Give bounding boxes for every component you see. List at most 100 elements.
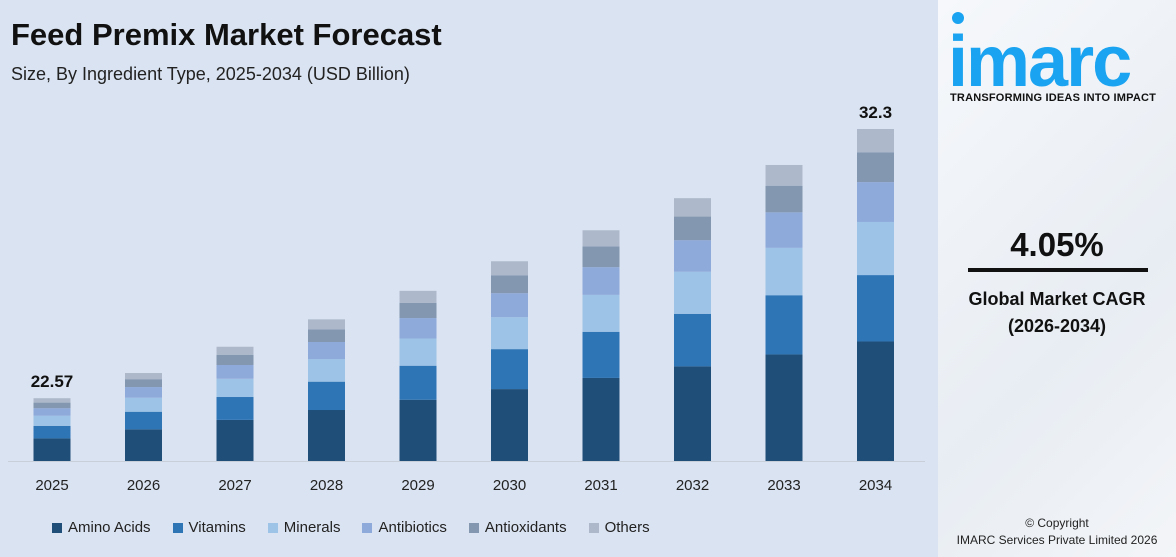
legend-swatch — [52, 522, 62, 533]
legend-item: Antibiotics — [362, 519, 447, 536]
imarc-logo: imarc — [948, 12, 1132, 93]
chart-panel: Feed Premix Market Forecast Size, By Ing… — [8, 17, 925, 536]
legend-label: Vitamins — [188, 519, 246, 536]
x-tick-label: 2030 — [493, 477, 526, 494]
bar-segment-antioxidants — [857, 152, 894, 183]
bar-segment-amino-acids — [33, 438, 71, 461]
bar-segment-amino-acids — [765, 354, 803, 461]
legend: Amino Acids Vitamins Minerals Antibiotics An… — [52, 519, 672, 536]
bar-segment-antioxidants — [674, 216, 711, 241]
bar-segment-antibiotics — [33, 408, 71, 416]
bar-segment-minerals — [674, 271, 711, 314]
stacked-bar-chart: 2025 22.57 2026 2027 2028 2029 2030 2031 2032 203… — [8, 103, 925, 494]
legend-label: Antioxidants — [484, 519, 567, 536]
bar-segment-minerals — [491, 317, 528, 350]
bar-segment-antibiotics — [308, 342, 345, 360]
bar-segment-others — [765, 164, 803, 186]
bar-segment-antioxidants — [125, 379, 162, 388]
divider — [968, 268, 1148, 272]
legend-label: Others — [604, 519, 650, 536]
bar-segment-others — [308, 319, 345, 330]
bar-segment-minerals — [582, 294, 620, 332]
bar-segment-antibiotics — [674, 240, 711, 272]
x-tick-label: 2034 — [859, 477, 892, 494]
bar-segment-antibiotics — [582, 267, 620, 295]
bar-segment-minerals — [125, 397, 162, 412]
legend-swatch — [588, 522, 599, 533]
bar-segment-amino-acids — [308, 410, 345, 461]
bar-segment-antioxidants — [399, 302, 437, 319]
bar-segment-minerals — [308, 359, 345, 382]
x-tick-label: 2028 — [310, 477, 343, 494]
x-tick-label: 2027 — [218, 477, 251, 494]
bar-segment-vitamins — [491, 349, 528, 390]
bar-segment-antioxidants — [33, 402, 71, 409]
bar-segment-vitamins — [308, 381, 345, 411]
bar-segment-minerals — [399, 338, 437, 366]
x-tick-label: 2026 — [127, 477, 160, 494]
bar-segment-vitamins — [125, 411, 162, 430]
legend-item: Minerals — [267, 519, 341, 536]
bar-segment-minerals — [765, 247, 803, 296]
legend-item: Antioxidants — [468, 519, 567, 536]
bar-segment-minerals — [216, 378, 254, 398]
bar-segment-amino-acids — [125, 429, 162, 461]
data-label: 22.57 — [31, 372, 74, 391]
chart-title: Feed Premix Market Forecast — [11, 17, 442, 52]
bar-segment-vitamins — [674, 313, 711, 367]
bar-segment-others — [491, 261, 528, 276]
x-tick-label: 2032 — [676, 477, 709, 494]
legend-swatch — [362, 522, 373, 533]
copyright: © Copyright IMARC Services Private Limit… — [938, 515, 1176, 549]
legend-item: Amino Acids — [52, 519, 151, 536]
bar-segment-amino-acids — [674, 366, 711, 461]
bar-segment-vitamins — [765, 295, 803, 355]
legend-swatch — [267, 522, 278, 533]
bar-segment-antibiotics — [216, 365, 254, 379]
bar-segment-others — [857, 129, 894, 153]
bar-segment-minerals — [33, 415, 71, 426]
cagr-label-text: Global Market CAGR — [968, 289, 1146, 309]
bar-segment-amino-acids — [491, 389, 528, 461]
bar-segment-antioxidants — [491, 275, 528, 294]
cagr-period: (2026-2034) — [1007, 316, 1107, 336]
brand-panel: imarc TRANSFORMING IDEAS INTO IMPACT 4.0… — [938, 0, 1176, 557]
bar-segment-antioxidants — [582, 246, 620, 268]
bar-segment-antibiotics — [399, 318, 437, 339]
cagr-value: 4.05% — [1010, 226, 1104, 263]
legend-swatch — [172, 522, 183, 533]
bar-segment-antibiotics — [857, 182, 894, 222]
bar-segment-antibiotics — [125, 387, 162, 398]
legend-label: Amino Acids — [68, 519, 151, 536]
copyright-line2: IMARC Services Private Limited 2026 — [956, 533, 1158, 547]
bar-segment-vitamins — [216, 397, 254, 420]
bar-segment-vitamins — [33, 425, 71, 439]
bar-segment-vitamins — [399, 365, 437, 400]
legend-label: Antibiotics — [378, 519, 447, 536]
x-tick-label: 2031 — [584, 477, 617, 494]
bar-segment-amino-acids — [399, 399, 437, 461]
x-tick-label: 2033 — [767, 477, 800, 494]
x-tick-label: 2025 — [35, 477, 68, 494]
bar-segment-vitamins — [857, 275, 894, 342]
bar-segment-others — [674, 198, 711, 217]
bar-segment-others — [399, 290, 437, 303]
bar-segment-minerals — [857, 221, 894, 276]
bar-segment-vitamins — [582, 331, 620, 378]
bar-segment-others — [582, 230, 620, 247]
legend-label: Minerals — [283, 519, 341, 536]
bar-segment-others — [216, 346, 254, 355]
legend-item: Vitamins — [172, 519, 246, 536]
legend-item: Others — [588, 519, 650, 536]
bar-segment-amino-acids — [216, 419, 254, 461]
x-tick-label: 2029 — [401, 477, 434, 494]
legend-swatch — [468, 522, 479, 533]
bar-segment-others — [33, 398, 71, 403]
copyright-line1: © Copyright — [1025, 516, 1089, 530]
bar-segment-amino-acids — [582, 377, 620, 461]
svg-text:imarc: imarc — [948, 22, 1130, 93]
cagr-label: Global Market CAGR (2026-2034) — [938, 286, 1176, 340]
bar-segment-antioxidants — [216, 354, 254, 366]
bar-segment-antibiotics — [491, 293, 528, 318]
chart-subtitle: Size, By Ingredient Type, 2025-2034 (USD… — [11, 64, 410, 84]
